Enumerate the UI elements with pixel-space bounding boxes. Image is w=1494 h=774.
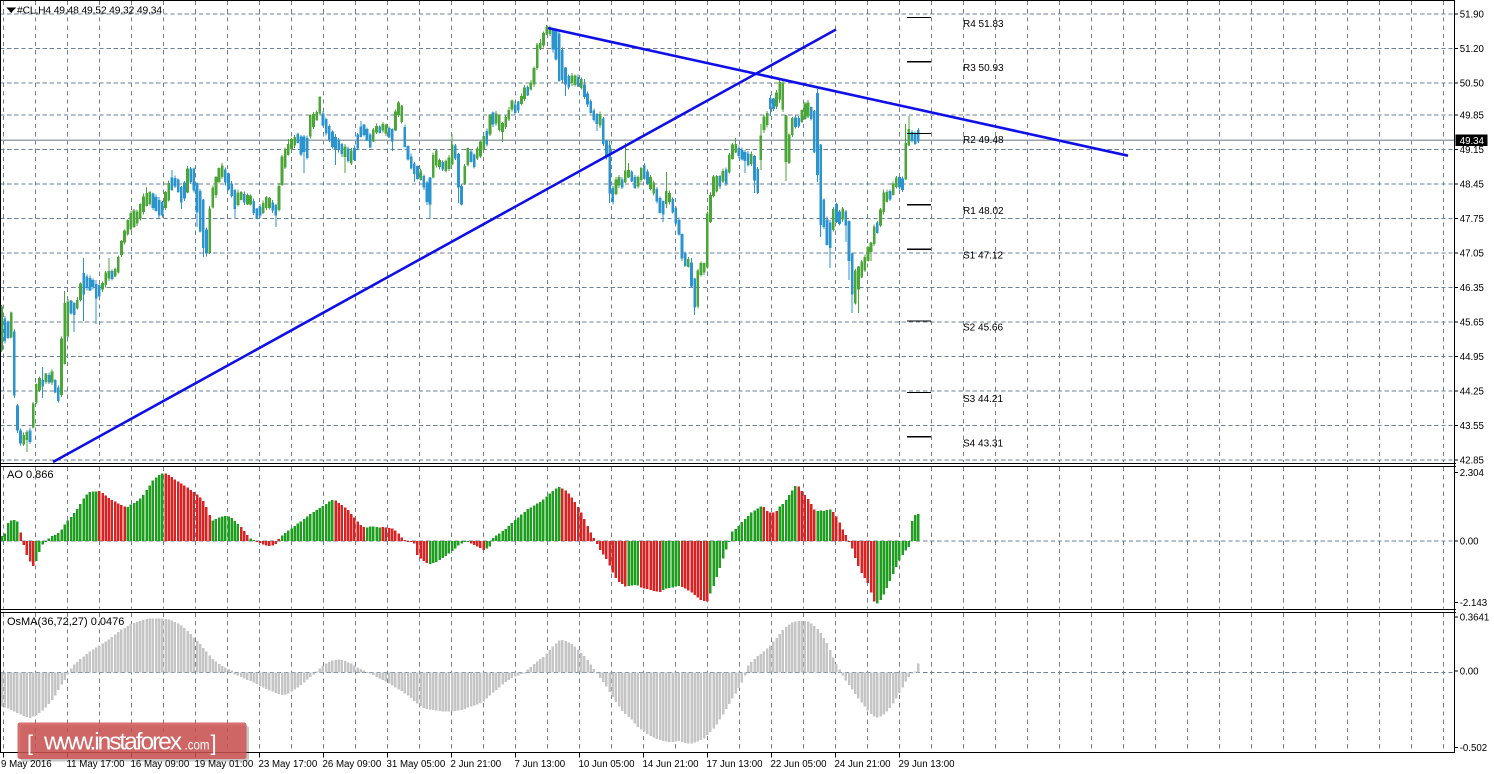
- svg-text:www.instaforex: www.instaforex: [43, 729, 182, 756]
- svg-text:26 May 09:00: 26 May 09:00: [323, 759, 382, 770]
- svg-text:50.50: 50.50: [1460, 79, 1485, 90]
- svg-text:]: ]: [211, 731, 217, 756]
- svg-text:11 May 17:00: 11 May 17:00: [67, 759, 126, 770]
- svg-text:#CL,H4 49.48 49.52 49.32 49.3: #CL,H4 49.48 49.52 49.32 49.34: [17, 6, 162, 17]
- svg-text:0.3641: 0.3641: [1460, 613, 1490, 624]
- svg-text:22 Jun 05:00: 22 Jun 05:00: [771, 759, 828, 770]
- svg-text:51.20: 51.20: [1460, 44, 1485, 55]
- svg-text:48.45: 48.45: [1460, 179, 1484, 190]
- svg-text:-0.502: -0.502: [1460, 743, 1487, 754]
- svg-text:R3 50.93: R3 50.93: [963, 63, 1004, 74]
- svg-text:0.00: 0.00: [1460, 667, 1479, 678]
- svg-text:14 Jun 21:00: 14 Jun 21:00: [643, 759, 700, 770]
- svg-text:-2.143: -2.143: [1460, 598, 1487, 609]
- svg-text:47.05: 47.05: [1460, 248, 1484, 259]
- svg-text:19 May 01:00: 19 May 01:00: [195, 759, 254, 770]
- svg-text:S2 45.66: S2 45.66: [963, 323, 1003, 334]
- svg-text:OsMA(36,72,27) 0.0476: OsMA(36,72,27) 0.0476: [7, 616, 124, 628]
- svg-text:2.304: 2.304: [1460, 468, 1485, 479]
- svg-text:S3 44.21: S3 44.21: [963, 394, 1003, 405]
- svg-text:51.90: 51.90: [1460, 10, 1485, 21]
- svg-text:7 Jun 13:00: 7 Jun 13:00: [515, 759, 566, 770]
- svg-text:47.75: 47.75: [1460, 214, 1484, 225]
- svg-text:45.65: 45.65: [1460, 317, 1484, 328]
- svg-text:.com: .com: [185, 737, 210, 753]
- svg-text:29 Jun 13:00: 29 Jun 13:00: [899, 759, 956, 770]
- svg-text:23 May 17:00: 23 May 17:00: [259, 759, 318, 770]
- svg-text:49.85: 49.85: [1460, 110, 1484, 121]
- svg-text:9 May 2016: 9 May 2016: [1, 759, 52, 770]
- svg-text:10 Jun 05:00: 10 Jun 05:00: [579, 759, 636, 770]
- svg-text:R4 51.83: R4 51.83: [963, 19, 1004, 30]
- svg-text:R2 49.48: R2 49.48: [963, 135, 1004, 146]
- svg-text:S4 43.31: S4 43.31: [963, 438, 1003, 449]
- svg-text:31 May 05:00: 31 May 05:00: [387, 759, 446, 770]
- svg-text:17 Jun 13:00: 17 Jun 13:00: [707, 759, 764, 770]
- svg-text:16 May 09:00: 16 May 09:00: [131, 759, 190, 770]
- svg-text:44.25: 44.25: [1460, 386, 1484, 397]
- svg-text:42.85: 42.85: [1460, 455, 1484, 466]
- svg-text:2 Jun 21:00: 2 Jun 21:00: [451, 759, 502, 770]
- svg-text:24 Jun 21:00: 24 Jun 21:00: [835, 759, 892, 770]
- svg-text:AO 0.866: AO 0.866: [7, 469, 53, 481]
- svg-text:R1 48.02: R1 48.02: [963, 206, 1004, 217]
- svg-text:49.15: 49.15: [1460, 145, 1484, 156]
- svg-text:S1 47.12: S1 47.12: [963, 251, 1003, 262]
- svg-text:46.35: 46.35: [1460, 283, 1484, 294]
- svg-text:44.95: 44.95: [1460, 352, 1484, 363]
- svg-text:49.34: 49.34: [1460, 136, 1485, 147]
- svg-text:43.55: 43.55: [1460, 421, 1484, 432]
- svg-text:0.00: 0.00: [1460, 537, 1479, 548]
- svg-text:[: [: [27, 731, 33, 756]
